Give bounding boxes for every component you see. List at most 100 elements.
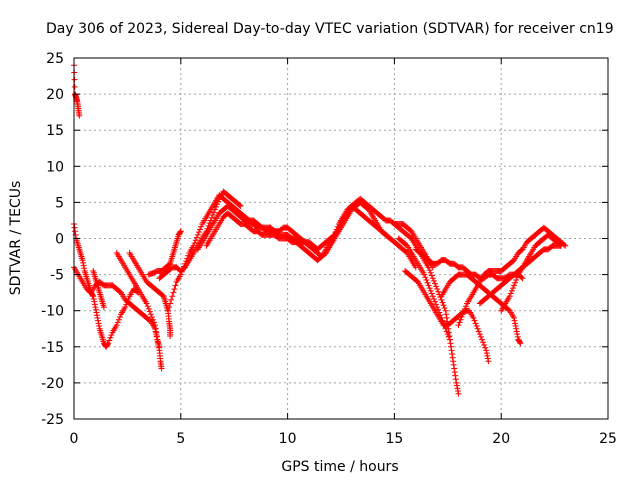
data-point — [441, 304, 448, 311]
data-point — [472, 320, 479, 327]
data-point — [507, 290, 514, 297]
data-point — [79, 257, 86, 264]
data-point — [387, 235, 394, 242]
data-point — [208, 214, 215, 221]
data-point — [516, 339, 523, 346]
data-point — [170, 289, 177, 296]
data-point — [428, 290, 435, 297]
data-point — [152, 322, 159, 329]
data-point — [177, 229, 184, 236]
data-point — [480, 339, 487, 346]
data-point — [433, 283, 440, 290]
chart-title: Day 306 of 2023, Sidereal Day-to-day VTE… — [46, 21, 614, 37]
x-tick-label: 0 — [70, 431, 79, 447]
data-point — [169, 293, 176, 300]
data-point — [150, 316, 157, 323]
data-point — [511, 282, 518, 289]
data-point — [194, 231, 201, 238]
y-tick-label: -20 — [41, 376, 64, 392]
data-point — [104, 341, 111, 348]
y-tick-label: -15 — [41, 340, 64, 356]
data-point — [429, 275, 436, 282]
data-point — [195, 229, 202, 236]
data-point — [453, 379, 460, 386]
data-point — [476, 331, 483, 338]
data-point — [429, 293, 436, 300]
data-point — [153, 329, 160, 336]
data-point — [334, 223, 341, 230]
data-point — [144, 303, 151, 310]
data-point — [210, 209, 217, 216]
data-point — [449, 351, 456, 358]
data-point — [183, 258, 190, 265]
y-tick-label: -5 — [50, 268, 64, 284]
x-tick-label: 20 — [492, 431, 510, 447]
x-tick-label: 10 — [279, 431, 297, 447]
data-marks — [71, 62, 569, 397]
data-point — [454, 385, 461, 392]
data-point — [461, 305, 468, 312]
data-point — [445, 333, 452, 340]
data-point — [167, 332, 174, 339]
data-point — [440, 302, 447, 309]
data-point — [512, 323, 519, 330]
series-arc-evening-d — [498, 242, 565, 314]
data-point — [473, 323, 480, 330]
data-point — [167, 300, 174, 307]
data-point — [421, 271, 428, 278]
data-point — [508, 287, 515, 294]
data-point — [428, 272, 435, 279]
data-point — [236, 202, 243, 209]
data-point — [427, 269, 434, 276]
x-tick-label: 25 — [599, 431, 617, 447]
data-point — [71, 76, 78, 83]
y-tick-label: 0 — [55, 232, 64, 248]
data-point — [96, 323, 103, 330]
data-point — [172, 282, 179, 289]
data-point — [453, 382, 460, 389]
data-point — [485, 358, 492, 365]
data-point — [444, 331, 451, 338]
data-point — [107, 334, 114, 341]
data-point — [447, 340, 454, 347]
data-point — [455, 322, 462, 329]
data-point — [452, 376, 459, 383]
data-point — [424, 279, 431, 286]
data-point — [506, 293, 513, 300]
data-point — [452, 372, 459, 379]
data-point — [95, 320, 102, 327]
data-point — [514, 274, 521, 281]
y-tick-label: -10 — [41, 304, 64, 320]
data-point — [71, 224, 78, 231]
data-point — [151, 319, 158, 326]
data-point — [511, 317, 518, 324]
data-point — [483, 347, 490, 354]
series-arc-evening-b — [455, 224, 569, 329]
y-axis-label: SDTVAR / TECUs — [8, 181, 24, 296]
data-point — [92, 306, 99, 313]
data-point — [95, 317, 102, 324]
data-point — [471, 317, 478, 324]
data-point — [80, 262, 87, 269]
data-point — [168, 296, 175, 303]
data-point — [100, 304, 107, 311]
data-point — [80, 259, 87, 266]
data-point — [164, 307, 171, 314]
data-point — [484, 352, 491, 359]
data-point — [193, 234, 200, 241]
data-point — [148, 314, 155, 321]
data-point — [191, 240, 198, 247]
data-point — [184, 255, 191, 262]
data-point — [190, 242, 197, 249]
data-point — [443, 311, 450, 318]
data-point — [426, 285, 433, 292]
data-point — [430, 295, 437, 302]
axis-ticks: 0 5 10 15 20 25 -25 -20 -15 -10 -5 0 5 10 15 20 25 — [41, 51, 617, 447]
data-point — [177, 228, 184, 235]
data-point — [456, 319, 463, 326]
series-arc-morning-c — [145, 228, 184, 278]
data-point — [513, 277, 520, 284]
data-point — [331, 231, 338, 238]
